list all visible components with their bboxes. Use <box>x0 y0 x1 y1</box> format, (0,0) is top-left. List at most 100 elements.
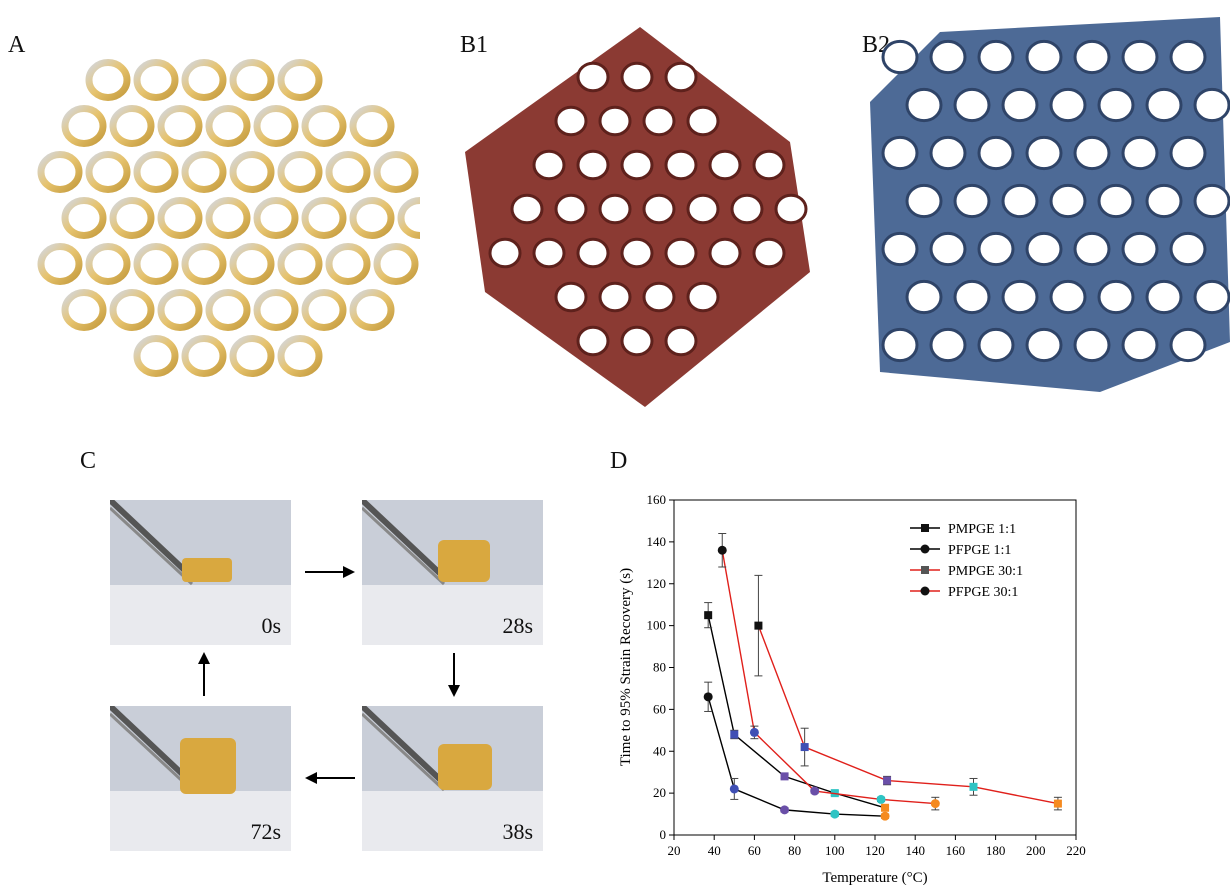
lattice-pore <box>1025 231 1063 267</box>
series-line <box>757 625 1059 805</box>
lattice-pore <box>301 289 347 331</box>
lattice-pore <box>85 59 131 101</box>
lattice-pore <box>85 243 131 285</box>
lattice-pore <box>620 325 654 357</box>
data-point-circle <box>717 545 727 555</box>
lattice-pore <box>1097 183 1135 219</box>
data-point-circle <box>810 786 820 796</box>
lattice-pore <box>642 105 676 137</box>
lattice-pore <box>686 281 720 313</box>
lattice-pore <box>1073 39 1111 75</box>
lattice-pore <box>532 237 566 269</box>
lattice-pore <box>85 151 131 193</box>
lattice-pore <box>373 243 419 285</box>
y-tick-label: 140 <box>647 534 667 549</box>
lattice-pore <box>620 61 654 93</box>
lattice-pore <box>1121 39 1159 75</box>
lattice-pore <box>576 149 610 181</box>
data-point-square <box>800 743 809 752</box>
lattice-pore <box>1025 135 1063 171</box>
lattice-pore <box>37 243 83 285</box>
y-tick-label: 160 <box>647 492 667 507</box>
lattice-pore <box>532 149 566 181</box>
lattice-pore <box>1073 231 1111 267</box>
lattice-pore <box>229 151 275 193</box>
lattice-pore <box>229 243 275 285</box>
lattice-pore <box>664 325 698 357</box>
lattice-pore <box>510 193 544 225</box>
lattice-pore <box>1097 279 1135 315</box>
lattice-pore <box>301 197 347 239</box>
data-point-circle <box>876 794 886 804</box>
lattice-pore <box>664 61 698 93</box>
lattice-pore <box>642 281 676 313</box>
lattice-pore <box>277 243 323 285</box>
lattice-pore <box>752 237 786 269</box>
lattice-pore <box>730 193 764 225</box>
lattice-pore <box>349 289 395 331</box>
red-scan-render <box>465 27 810 407</box>
y-tick-label: 120 <box>647 576 667 591</box>
x-tick-label: 20 <box>668 843 681 858</box>
legend-label: PMPGE 1:1 <box>948 522 1016 537</box>
lattice-pore <box>881 327 919 363</box>
lattice-pore <box>181 243 227 285</box>
lattice-pore <box>1169 135 1207 171</box>
lattice-pore <box>1049 279 1087 315</box>
arrow-up-icon <box>198 652 210 696</box>
lattice-pore <box>325 151 371 193</box>
data-point-circle <box>830 809 840 819</box>
lattice-pore <box>157 105 203 147</box>
panel-label-b1: B1 <box>460 32 489 58</box>
lattice-pore <box>205 289 251 331</box>
lattice-pore <box>929 135 967 171</box>
photo-frame-72s: 72s <box>110 706 291 851</box>
lattice-pore <box>109 105 155 147</box>
lattice-pore <box>598 193 632 225</box>
lattice-pore <box>1193 279 1230 315</box>
lattice-pore <box>301 105 347 147</box>
lattice-pore <box>1169 39 1207 75</box>
lattice-pore <box>905 183 943 219</box>
data-point-circle <box>729 784 739 794</box>
lattice-pore <box>1193 183 1230 219</box>
lattice-pore <box>554 281 588 313</box>
lattice-pore <box>1121 327 1159 363</box>
lattice-pore <box>133 151 179 193</box>
lattice-pore <box>774 193 808 225</box>
data-point-circle <box>930 799 940 809</box>
lattice-pore <box>349 197 395 239</box>
lattice-pore <box>61 105 107 147</box>
photo-frame-28s: 28s <box>362 500 543 645</box>
lattice-pore <box>1121 231 1159 267</box>
photo-frame-38s: 38s <box>362 706 543 851</box>
lattice-pore <box>1145 279 1183 315</box>
legend-marker-square <box>921 524 929 532</box>
x-tick-label: 140 <box>905 843 925 858</box>
x-axis-label: Temperature (°C) <box>822 870 927 885</box>
panel-label-a: A <box>8 32 26 58</box>
lattice-pore <box>397 197 420 239</box>
x-tick-label: 200 <box>1026 843 1046 858</box>
x-tick-label: 60 <box>748 843 761 858</box>
lattice-pore <box>576 237 610 269</box>
lattice-pore <box>1025 327 1063 363</box>
x-tick-label: 220 <box>1066 843 1086 858</box>
lattice-pore <box>1073 135 1111 171</box>
lattice-pore <box>752 149 786 181</box>
x-tick-label: 40 <box>708 843 721 858</box>
x-tick-label: 80 <box>788 843 801 858</box>
data-point-circle <box>703 692 713 702</box>
legend-marker-circle <box>920 544 930 554</box>
lattice-pore <box>642 193 676 225</box>
arrow-down-icon <box>448 653 460 697</box>
legend-label: PFPGE 30:1 <box>948 585 1018 600</box>
legend-marker-square <box>921 566 929 574</box>
arrow-left-icon <box>305 772 355 784</box>
panel-label-d: D <box>610 448 628 474</box>
lattice-pore <box>1001 279 1039 315</box>
y-tick-label: 60 <box>653 701 666 716</box>
lattice-pore <box>620 237 654 269</box>
lattice-pore <box>620 149 654 181</box>
lattice-pore <box>61 197 107 239</box>
